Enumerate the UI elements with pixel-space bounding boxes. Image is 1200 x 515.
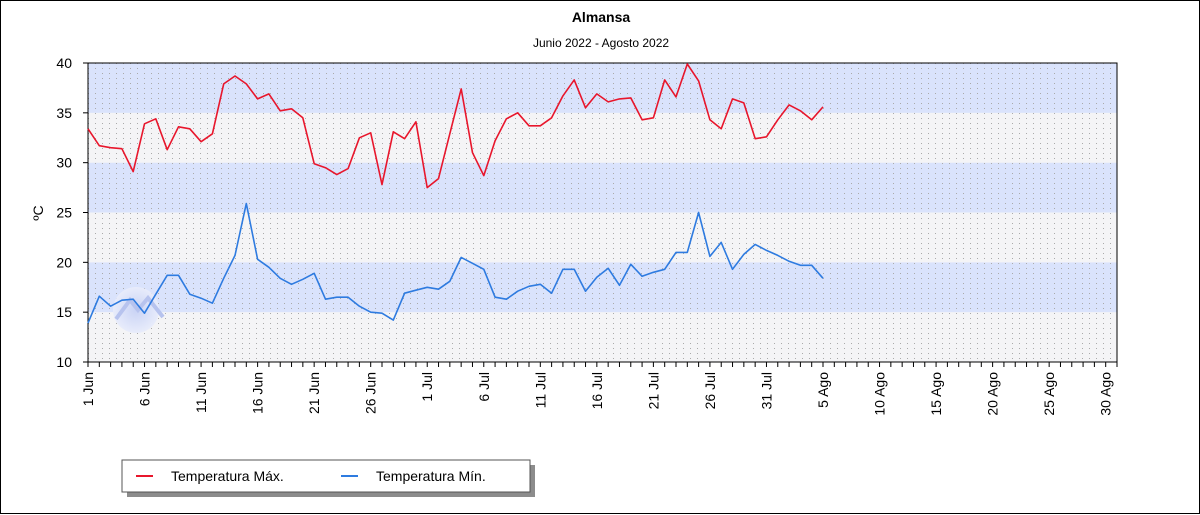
grid-dots (88, 63, 1117, 362)
y-axis-label: ºC (30, 205, 46, 220)
x-tick-label: 11 Jun (193, 372, 209, 413)
y-tick-label: 20 (56, 254, 72, 270)
x-tick-label: 30 Ago (1098, 372, 1114, 416)
series-lines (87, 63, 824, 324)
x-axis-ticks: 1 Jun 6 Jun 11 Jun 16 Jun 21 Jun 26 Jun 1 Jul 6… (80, 362, 1118, 416)
x-tick-label: 16 Jul (589, 372, 605, 409)
x-tick-label: 26 Jul (702, 372, 718, 409)
legend-label-max: Temperatura Máx. (171, 468, 284, 484)
legend-box (121, 459, 531, 493)
x-tick-label: 6 Jun (137, 372, 153, 406)
x-tick-label: 1 Jul (419, 372, 435, 402)
x-tick-label: 5 Ago (815, 372, 831, 408)
x-tick-label: 16 Jun (250, 372, 266, 414)
series-line-0 (87, 63, 824, 189)
series-line-1 (87, 202, 824, 324)
y-tick-label: 15 (56, 304, 72, 320)
legend: Temperatura Máx. Temperatura Mín. (121, 459, 535, 497)
x-tick-label: 11 Jul (532, 372, 548, 408)
x-tick-label: 20 Ago (985, 372, 1001, 416)
legend-label-min: Temperatura Mín. (376, 468, 486, 484)
chart-subtitle: Junio 2022 - Agosto 2022 (533, 36, 669, 50)
y-tick-label: 35 (56, 105, 72, 121)
x-tick-label: 21 Jul (645, 372, 661, 409)
logo-watermark (113, 287, 165, 333)
x-tick-label: 26 Jun (363, 372, 379, 414)
y-tick-label: 40 (56, 55, 72, 71)
x-tick-label: 21 Jun (306, 372, 322, 414)
x-tick-label: 31 Jul (758, 372, 774, 409)
x-tick-label: 1 Jun (80, 372, 96, 406)
x-tick-label: 15 Ago (928, 372, 944, 416)
plot-background (87, 62, 1118, 363)
x-tick-label: 10 Ago (872, 372, 888, 416)
x-tick-label: 6 Jul (476, 372, 492, 402)
y-tick-label: 25 (56, 205, 72, 221)
chart-title: Almansa (572, 9, 631, 25)
y-tick-label: 10 (56, 354, 72, 370)
y-axis-ticks: 10 15 20 25 30 35 40 (56, 55, 88, 370)
y-tick-label: 30 (56, 155, 72, 171)
x-tick-label: 25 Ago (1041, 372, 1057, 416)
